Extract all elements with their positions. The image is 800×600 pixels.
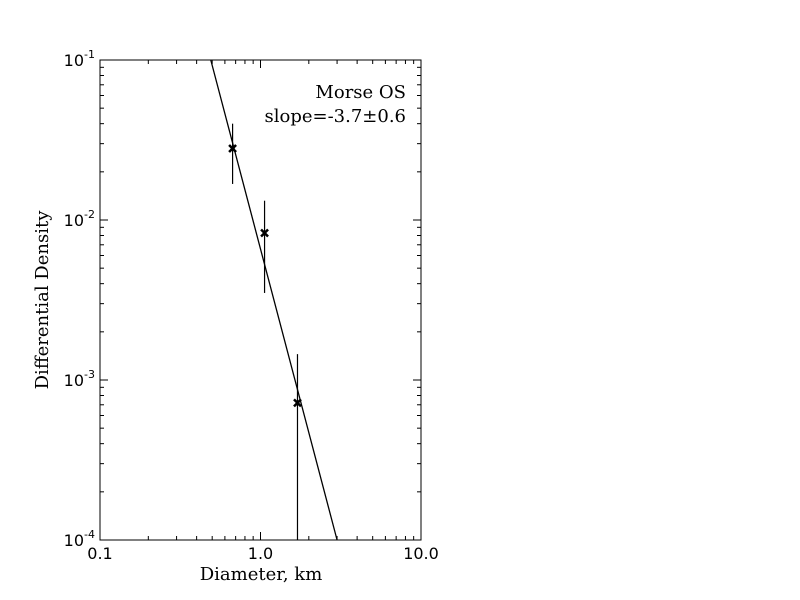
y-tick-label: 10-3 (64, 368, 95, 390)
data-point (260, 228, 269, 238)
marker-stroke (260, 228, 269, 238)
x-tick-labels: 0.1 1.0 10.0 (87, 544, 439, 563)
y-tick-label: 10-2 (64, 208, 95, 230)
x-axis-label: Diameter, km (200, 564, 323, 585)
annotation-title: Morse OS (315, 82, 406, 103)
data-markers (228, 144, 302, 408)
y-tick-label: 10-1 (64, 48, 95, 70)
minor-ticks (100, 60, 421, 540)
y-tick-exponent: -4 (84, 528, 95, 541)
plot-area (100, 60, 421, 540)
x-tick-label: 0.1 (87, 544, 112, 563)
y-tick-label: 10-4 (64, 528, 95, 550)
y-tick-base: 10 (64, 51, 84, 70)
plot-frame (99, 59, 422, 541)
fit-line-group (210, 59, 338, 541)
y-tick-base: 10 (64, 211, 84, 230)
y-tick-base: 10 (64, 371, 84, 390)
marker-stroke (228, 144, 237, 153)
y-tick-exponent: -2 (84, 208, 95, 221)
x-tick-label: 1.0 (248, 544, 273, 563)
data-point (228, 144, 237, 153)
y-tick-base: 10 (64, 531, 84, 550)
y-axis-label: Differential Density (32, 210, 53, 390)
x-tick-label: 10.0 (403, 544, 439, 563)
annotation-slope: slope=-3.7±0.6 (264, 106, 406, 127)
error-bars (231, 123, 299, 540)
y-tick-exponent: -1 (84, 48, 95, 61)
y-tick-labels: 10-410-310-210-1 (64, 48, 95, 550)
data-point (293, 398, 302, 408)
fit-line (210, 59, 338, 541)
marker-stroke (293, 398, 302, 408)
y-tick-exponent: -3 (84, 368, 95, 381)
